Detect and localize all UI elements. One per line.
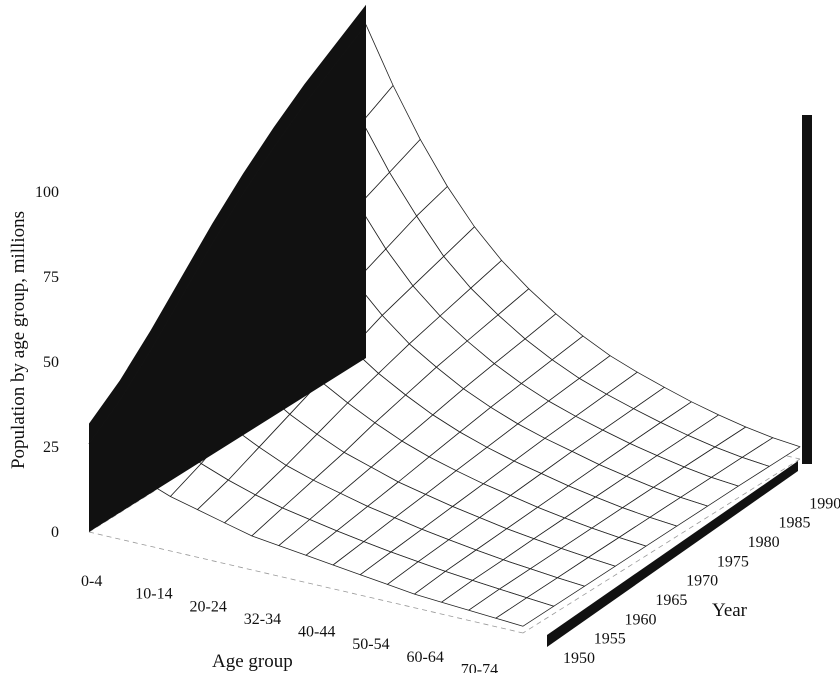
z-axis-title: Population by age group, millions <box>8 211 29 469</box>
x-tick-label: 0-4 <box>81 573 102 590</box>
year-tick-label: 1965 <box>655 592 687 609</box>
x-tick-label: 20-24 <box>190 598 227 615</box>
x-tick-label: 10-14 <box>135 586 172 603</box>
year-tick-label: 1970 <box>686 573 718 590</box>
x-tick-label: 50-54 <box>352 636 389 653</box>
x-tick-label: 40-44 <box>298 624 335 641</box>
left-wall-top <box>89 4 366 444</box>
tick-labels: 0 25 50 75 100 0-4 10-14 20-24 32-34 40-44 50-54 60… <box>35 184 840 673</box>
floor-edge-3 <box>522 458 801 634</box>
year-tick-label: 1955 <box>594 631 626 648</box>
y-axis-title: Year <box>712 600 748 621</box>
x-tick-label: 32-34 <box>244 611 281 628</box>
front-edge-bar <box>547 461 798 647</box>
year-tick-label: 1980 <box>748 534 780 551</box>
year-tick-label: 1985 <box>778 515 810 532</box>
z-tick-label: 100 <box>35 184 59 201</box>
right-edge-bar <box>802 115 812 464</box>
x-axis-title: Age group <box>212 651 293 672</box>
z-tick-label: 75 <box>43 269 59 286</box>
x-tick-label: 60-64 <box>407 649 444 666</box>
year-tick-label: 1975 <box>717 553 749 570</box>
year-tick-label: 1950 <box>563 650 595 667</box>
edge-bars <box>89 4 812 647</box>
z-tick-label: 50 <box>43 354 59 371</box>
year-tick-label: 1960 <box>625 611 657 628</box>
floor-edge-1 <box>88 531 524 634</box>
z-tick-label: 25 <box>43 439 59 456</box>
x-tick-label: 70-74 <box>461 661 498 673</box>
surface-cell <box>495 597 555 627</box>
year-tick-label: 1990 <box>809 495 840 512</box>
left-wall-bar <box>89 24 366 533</box>
z-tick-label: 0 <box>51 524 59 541</box>
